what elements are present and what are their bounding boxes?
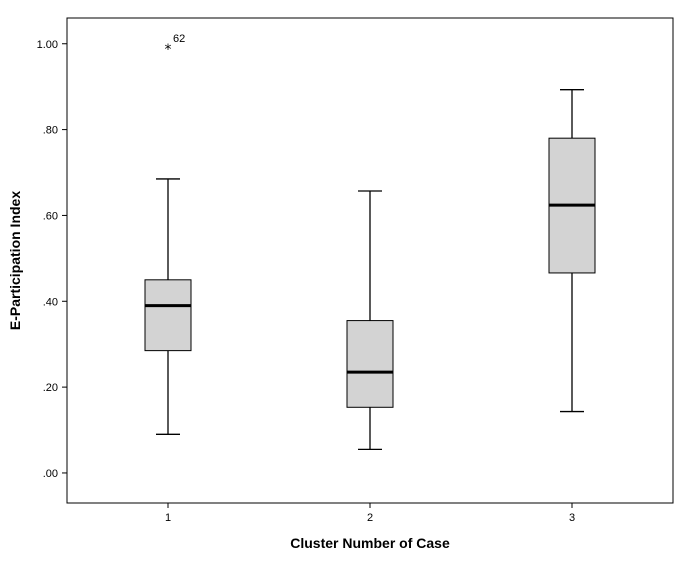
box-group-3 <box>548 89 596 413</box>
outlier-label: 62 <box>173 33 185 45</box>
y-axis: .00 .20 .40 .60 .80 1.00 <box>37 39 67 480</box>
x-tick-label: 1 <box>165 512 171 524</box>
outlier-marker: * <box>165 42 172 58</box>
y-tick-label: 1.00 <box>37 39 58 51</box>
y-tick-label: .00 <box>43 468 58 480</box>
box-group-1: *62 <box>144 33 192 435</box>
iqr-box <box>144 279 192 352</box>
y-tick-label: .60 <box>43 210 58 222</box>
boxes-layer: *62 <box>144 33 596 450</box>
y-tick-label: .80 <box>43 125 58 137</box>
x-tick-label: 3 <box>569 512 575 524</box>
iqr-box <box>346 320 394 408</box>
y-tick-label: .20 <box>43 382 58 394</box>
x-tick-label: 2 <box>367 512 373 524</box>
x-axis-title: Cluster Number of Case <box>290 535 450 551</box>
y-tick-label: .40 <box>43 296 58 308</box>
y-axis-title: E-Participation Index <box>7 191 23 330</box>
box-group-2 <box>346 190 394 450</box>
x-axis: 1 2 3 <box>165 503 575 524</box>
